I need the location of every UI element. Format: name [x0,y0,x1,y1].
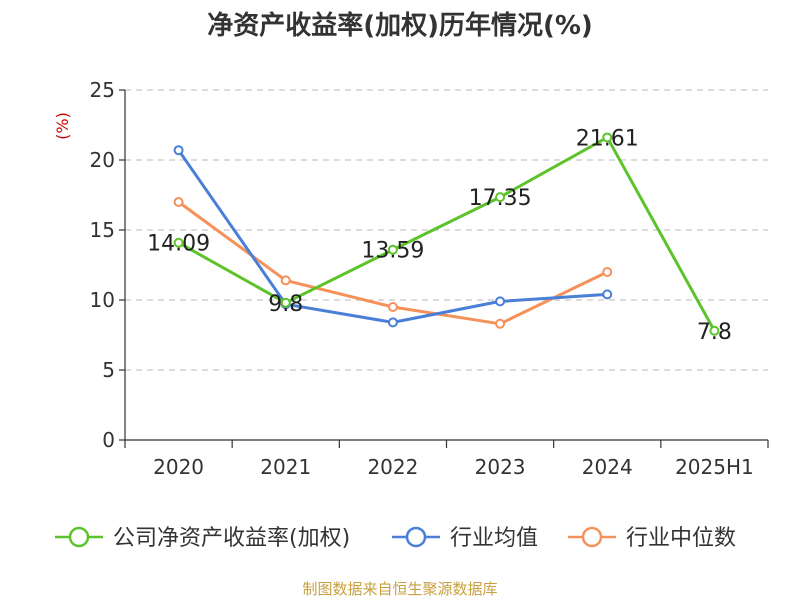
data-point [709,325,720,336]
data-point [173,237,184,248]
source-note: 制图数据来自恒生聚源数据库 [302,580,497,598]
legend-item: 行业中位数 [568,526,736,551]
series-line [177,135,716,332]
data-point [387,244,398,255]
data-point [602,267,613,277]
x-tick-label: 2021 [260,455,311,479]
data-label: 21.61 [576,126,639,151]
series-0 [173,132,720,336]
legend: 公司净资产收益率(加权) 行业均值 行业中位数 [55,526,736,551]
y-tick-label: 5 [102,358,115,382]
data-point [280,275,291,286]
y-tick-label: 0 [102,428,115,452]
gridlines [125,89,768,371]
data-point [602,132,613,143]
data-label: 7.8 [697,320,732,345]
series-group [173,132,720,336]
data-label: 9.8 [268,292,303,317]
x-tick-label: 2022 [367,455,418,479]
data-label: 14.09 [147,232,210,257]
legend-item: 公司净资产收益率(加权) [55,526,350,551]
legend-label: 行业中位数 [626,526,736,551]
series-line [177,149,608,324]
data-point [173,145,184,156]
x-tick-label: 2024 [582,455,633,479]
axes: 0 5 10 15 20 25 2020 2021 2022 2023 2024 2025H1 [90,78,769,479]
data-point [495,318,506,329]
data-point [387,302,398,312]
y-axis-unit: (%) [53,112,72,140]
x-tick-label: 2023 [475,455,526,479]
data-point [495,296,506,307]
data-point [280,297,291,308]
data-labels: 14.09 9.8 13.59 17.35 21.61 7.8 [147,126,732,344]
data-label: 17.35 [469,186,532,211]
chart-title: 净资产收益率(加权)历年情况(%) [207,10,593,41]
legend-marker [405,526,427,548]
data-point [495,192,506,203]
data-point [602,289,613,300]
y-tick-label: 25 [90,78,115,102]
legend-item: 行业均值 [392,526,538,551]
x-tick-label: 2020 [153,455,204,479]
data-label: 13.59 [361,239,424,264]
legend-marker [68,526,90,548]
y-tick-label: 20 [90,148,115,172]
legend-label: 公司净资产收益率(加权) [113,526,350,551]
legend-marker [581,526,603,548]
data-point [173,197,184,207]
y-tick-label: 15 [90,218,115,242]
y-tick-label: 10 [90,288,115,312]
legend-label: 行业均值 [450,526,538,551]
x-tick-label: 2025H1 [675,455,754,479]
data-point [387,317,398,328]
